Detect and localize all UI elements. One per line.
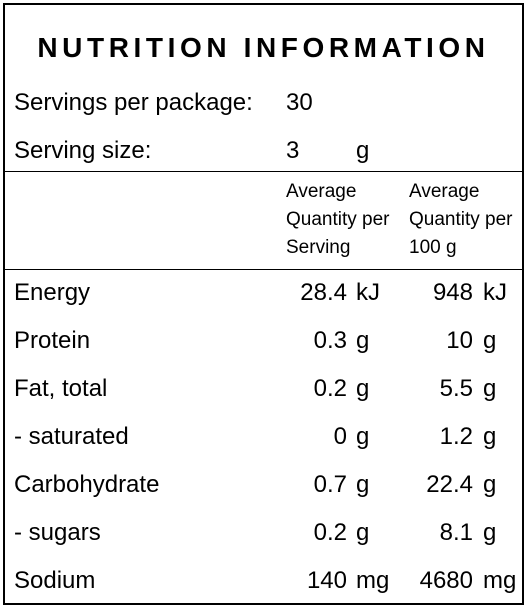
per-100g-unit: g	[483, 327, 497, 354]
per-100g-value: 10	[446, 327, 473, 354]
per-serving-value: 0.7	[313, 471, 347, 498]
per-serving-value: 0	[333, 423, 347, 450]
servings-label: Servings per package:	[14, 89, 253, 116]
nutrition-panel: NUTRITION INFORMATION Servings per packa…	[3, 3, 524, 605]
per-100g-unit: g	[483, 423, 497, 450]
column-header-per-100g: Average Quantity per 100 g	[409, 181, 513, 258]
serving-size-unit: g	[356, 137, 370, 164]
nutrient-name: Fat, total	[14, 375, 108, 402]
per-serving-value: 0.3	[313, 327, 347, 354]
per-100g-value: 8.1	[439, 519, 473, 546]
per-serving-value: 140	[306, 567, 347, 594]
panel-title: NUTRITION INFORMATION	[37, 32, 490, 63]
per-100g-value: 5.5	[439, 375, 473, 402]
column-header-divider	[5, 269, 522, 270]
nutrient-name: - saturated	[14, 423, 129, 450]
nutrient-name: Protein	[14, 327, 91, 354]
nutrient-name: - sugars	[14, 519, 101, 546]
header-divider	[5, 171, 522, 172]
per-serving-unit: g	[356, 423, 370, 450]
per-serving-unit: g	[356, 471, 370, 498]
per-100g-value: 1.2	[439, 423, 473, 450]
nutrient-name: Energy	[14, 279, 91, 306]
per-100g-value: 4680	[419, 567, 473, 594]
column-header-per-serving: Average Quantity per Serving	[286, 181, 390, 258]
per-100g-unit: mg	[483, 567, 517, 594]
per-serving-unit: kJ	[356, 279, 380, 306]
servings-value: 30	[286, 89, 313, 116]
per-serving-value: 28.4	[300, 279, 347, 306]
per-serving-unit: g	[356, 519, 370, 546]
per-serving-value: 0.2	[313, 375, 347, 402]
nutrient-name: Carbohydrate	[14, 471, 160, 498]
serving-size-label: Serving size:	[14, 137, 152, 164]
nutrient-name: Sodium	[14, 567, 96, 594]
per-100g-unit: g	[483, 471, 497, 498]
per-100g-unit: kJ	[483, 279, 507, 306]
per-serving-unit: g	[356, 327, 370, 354]
per-serving-unit: g	[356, 375, 370, 402]
serving-size-value: 3	[286, 137, 300, 164]
per-100g-value: 22.4	[426, 471, 473, 498]
per-100g-unit: g	[483, 375, 497, 402]
per-serving-value: 0.2	[313, 519, 347, 546]
per-100g-value: 948	[432, 279, 473, 306]
per-100g-unit: g	[483, 519, 497, 546]
per-serving-unit: mg	[356, 567, 390, 594]
